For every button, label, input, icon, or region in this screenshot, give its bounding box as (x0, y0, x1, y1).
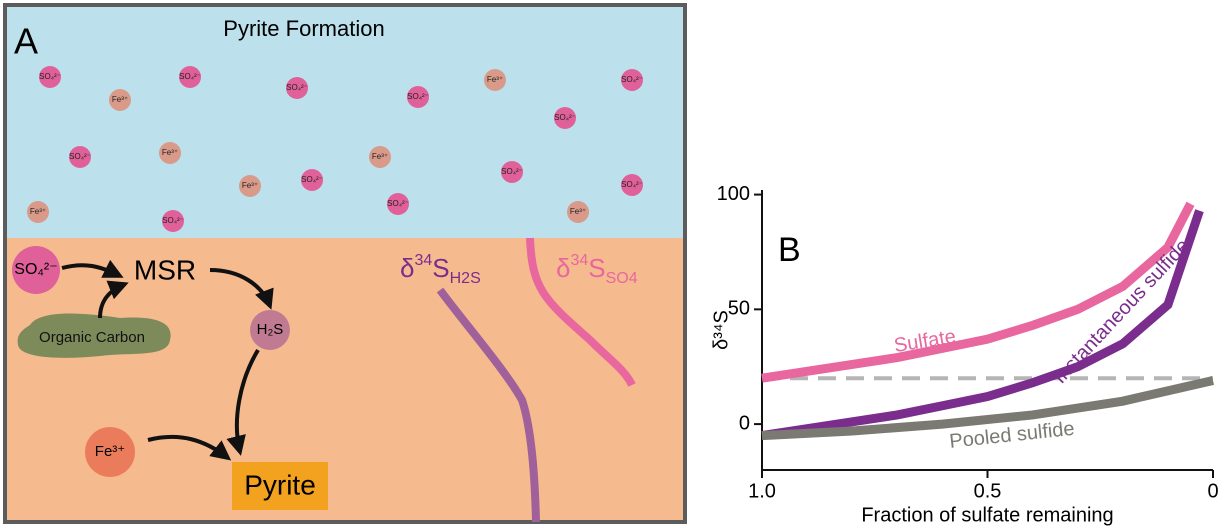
x-tick-label: 0 (1207, 480, 1218, 502)
ion-label: SO₄²⁻ (621, 75, 643, 84)
ion-label: SO₄²⁻ (501, 167, 523, 176)
ion-label: SO₄²⁻ (69, 152, 91, 161)
ion-label: SO₄²⁻ (621, 180, 643, 189)
sulfide-label: H₂S (257, 321, 284, 338)
organic-carbon-label: Organic Carbon (39, 329, 145, 346)
y-tick-label: 100 (717, 183, 750, 205)
iron-label: Fe³⁺ (95, 443, 125, 460)
pyrite-label: Pyrite (244, 469, 316, 500)
ion-label: SO₄²⁻ (39, 72, 61, 81)
y-axis-label: δ³⁴S (710, 310, 732, 350)
ion-label: SO₄²⁻ (286, 83, 308, 92)
ion-label: Fe³⁺ (570, 207, 586, 216)
panel-label: A (14, 21, 38, 62)
sediment (5, 238, 685, 522)
panel-label: B (778, 231, 801, 269)
ion-label: SO₄²⁻ (179, 72, 201, 81)
ion-label: SO₄²⁻ (301, 175, 323, 184)
x-tick-label: 0.5 (974, 480, 1002, 502)
ion-label: Fe³⁺ (372, 152, 388, 161)
ion-label: Fe³⁺ (487, 75, 503, 84)
ion-label: Fe³⁺ (30, 207, 46, 216)
label-part: S (432, 253, 449, 283)
ion-label: Fe³⁺ (242, 181, 258, 190)
ion-label: SO₄²⁻ (162, 216, 184, 225)
ion-label: SO₄²⁻ (554, 113, 576, 122)
figure: A Pyrite Formation SO₄²⁻ SO₄²⁻ SO₄²⁻ SO₄²⁻ S… (0, 0, 1225, 529)
ion-label: Fe³⁺ (162, 148, 178, 157)
x-tick-label: 1.0 (748, 480, 776, 502)
label-part: δ (556, 253, 570, 283)
sulfate-label: SO₄²⁻ (14, 261, 57, 278)
label-part: H2S (450, 270, 481, 287)
ion-label: Fe³⁺ (112, 95, 128, 104)
process-label: MSR (134, 254, 196, 285)
series-label: Sulfate (892, 326, 957, 357)
label-part: S (588, 253, 605, 283)
ion-label: SO₄²⁻ (387, 199, 409, 208)
x-axis-label: Fraction of sulfate remaining (861, 504, 1113, 526)
y-tick-label: 0 (739, 412, 750, 434)
panel-title: Pyrite Formation (223, 16, 384, 41)
label-part: 34 (414, 252, 432, 269)
ion-label: SO₄²⁻ (407, 92, 429, 101)
label-part: SO4 (606, 270, 638, 287)
label-part: δ (400, 253, 414, 283)
label-part: 34 (570, 252, 588, 269)
